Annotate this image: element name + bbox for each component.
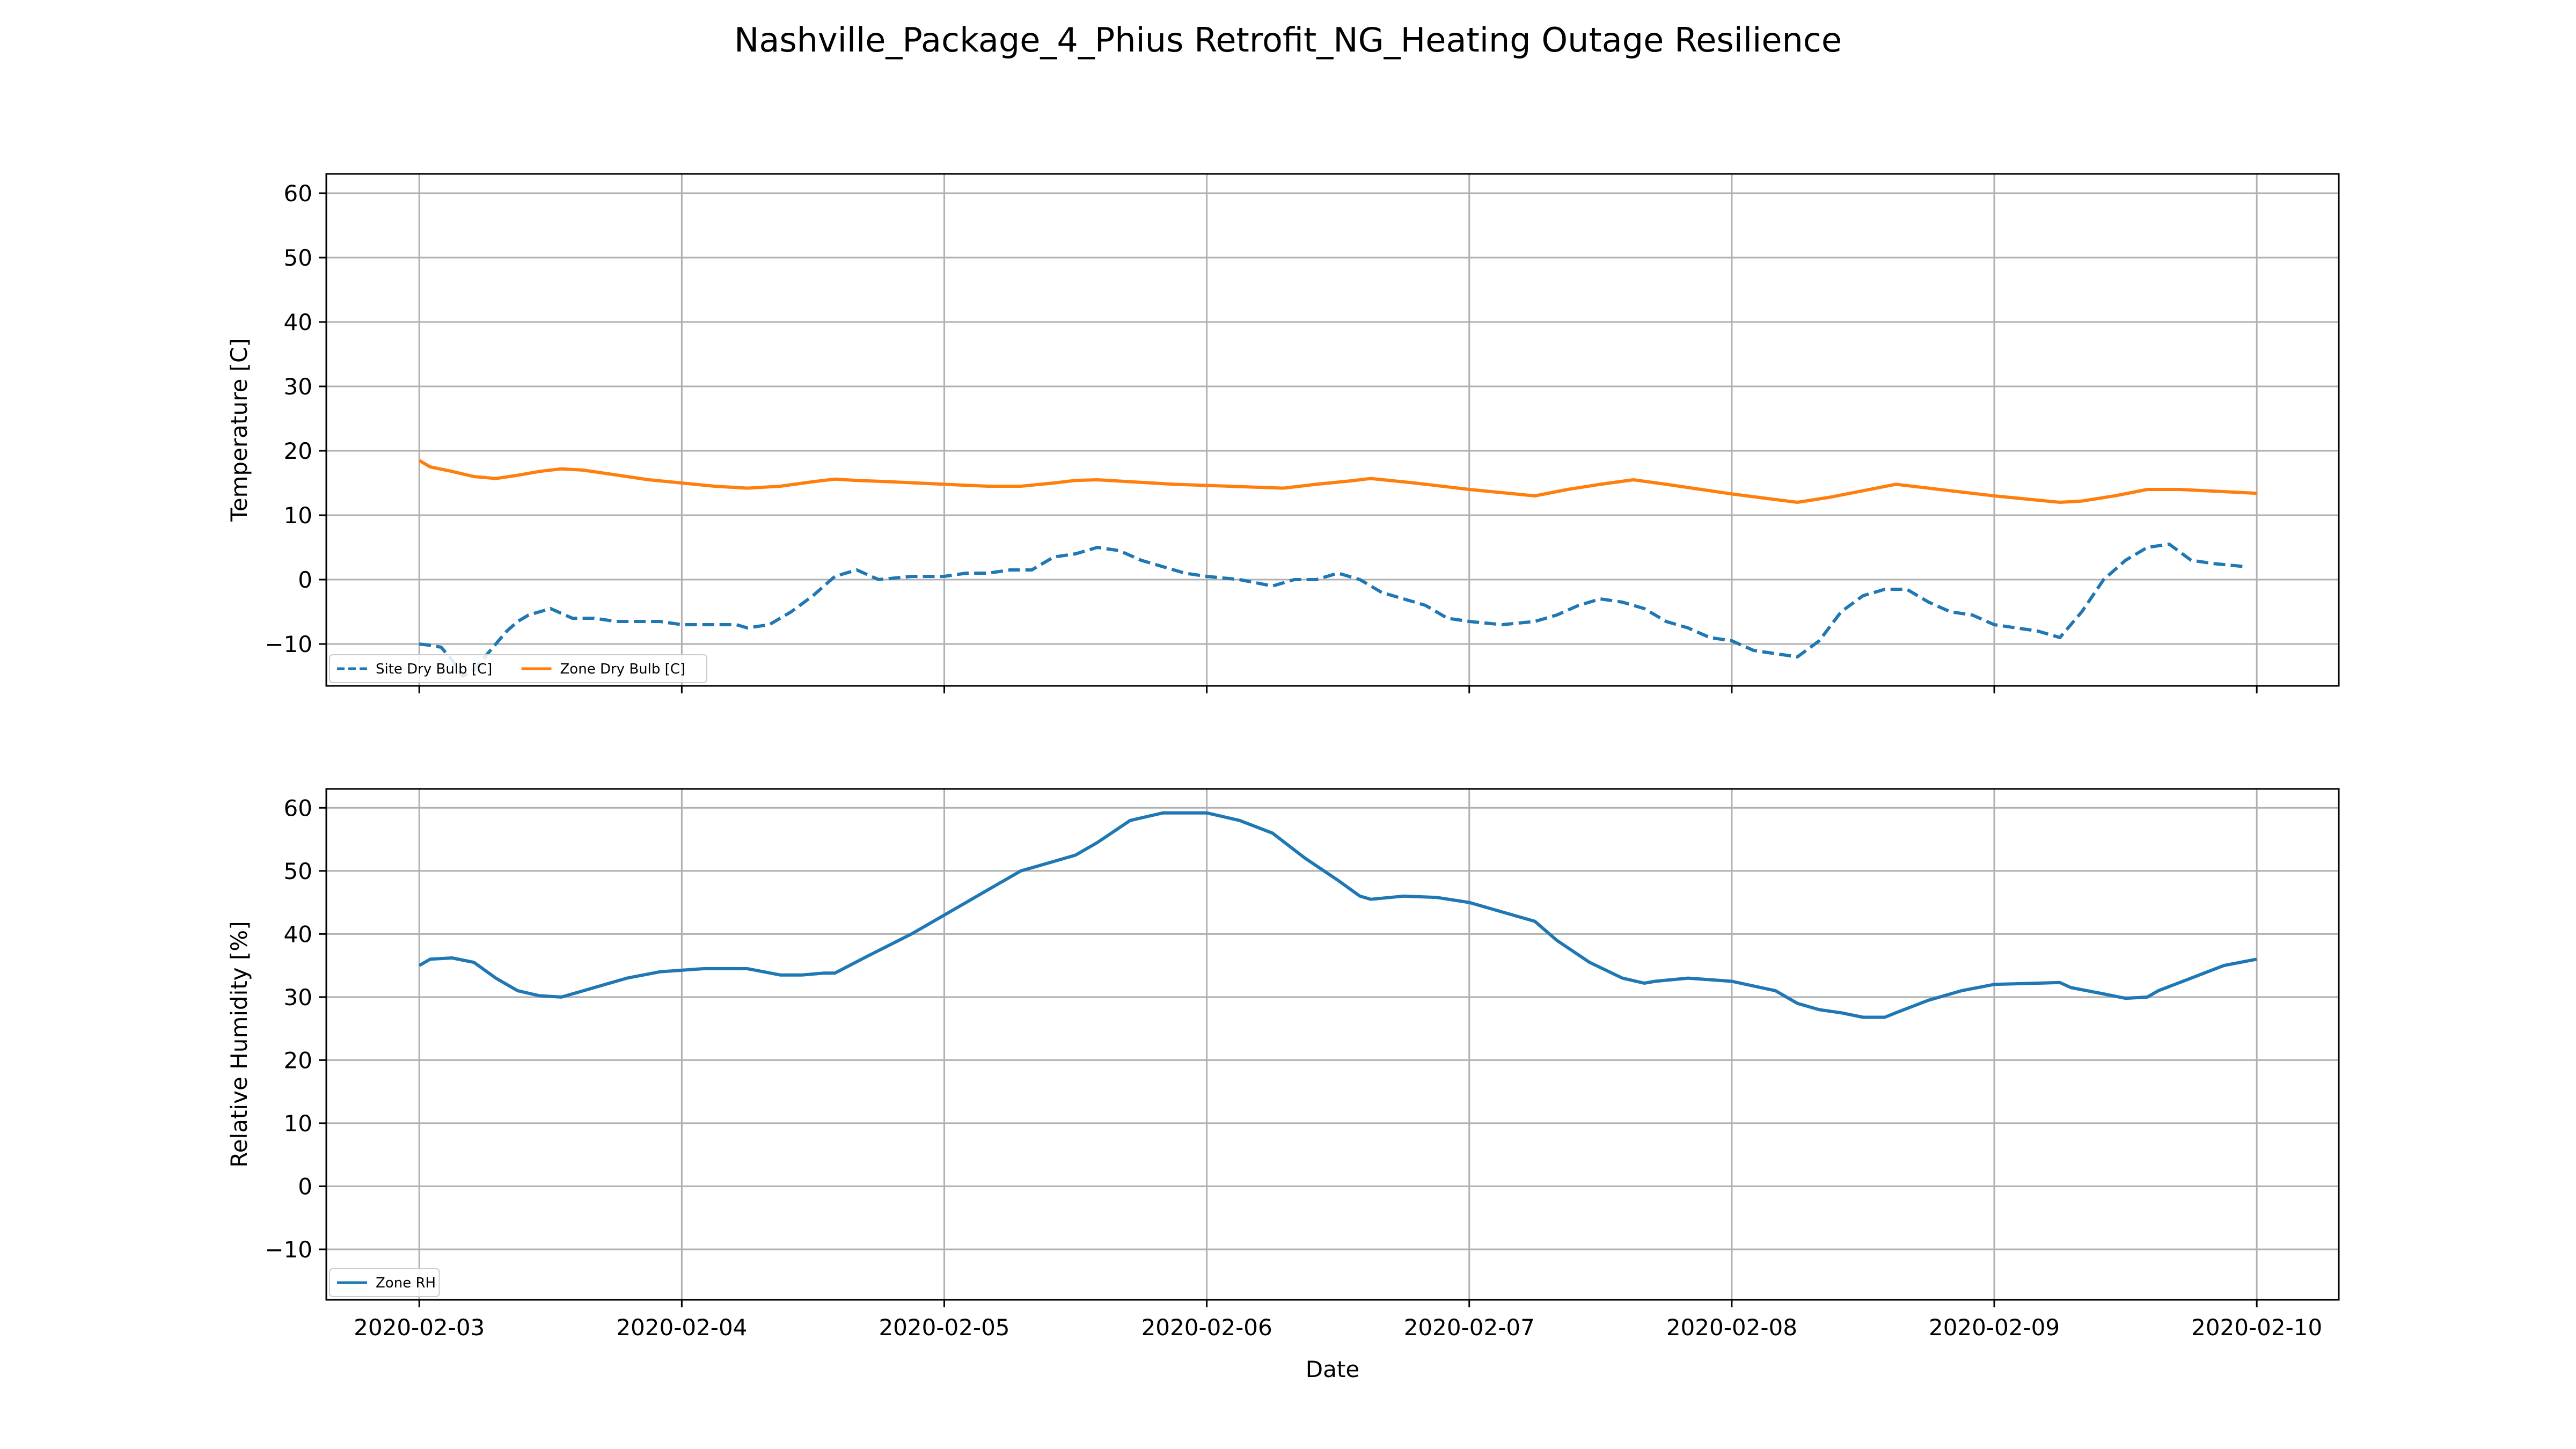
y-tick-label: 0 (298, 1173, 312, 1199)
x-tick-label: 2020-02-06 (1141, 1314, 1272, 1341)
legend-box (329, 1268, 440, 1297)
y-tick-label: 10 (284, 1110, 312, 1137)
y-tick-label: 40 (284, 309, 312, 335)
figure-title: Nashville_Package_4_Phius Retrofit_NG_He… (734, 20, 1842, 60)
humidity-legend: Zone RH (329, 1268, 440, 1297)
legend-label: Zone Dry Bulb [C] (560, 661, 686, 677)
temperature-y-axis-label: Temperature [C] (226, 338, 252, 522)
y-tick-label: 50 (284, 245, 312, 271)
y-tick-label: 20 (284, 438, 312, 464)
x-tick-label: 2020-02-05 (879, 1314, 1009, 1341)
x-tick-label: 2020-02-08 (1666, 1314, 1797, 1341)
temperature-legend: Site Dry Bulb [C] Zone Dry Bulb [C] (329, 654, 707, 683)
y-tick-label: 10 (284, 502, 312, 529)
x-tick-label: 2020-02-04 (616, 1314, 747, 1341)
y-tick-label: 30 (284, 984, 312, 1011)
y-tick-label: 30 (284, 374, 312, 400)
humidity-y-axis-label: Relative Humidity [%] (226, 921, 252, 1167)
humidity-series-line-0 (418, 811, 2257, 1019)
y-tick-label: 0 (298, 567, 312, 593)
x-tick-label: 2020-02-09 (1929, 1314, 2060, 1341)
temperature-series-line-1 (418, 459, 2257, 504)
y-tick-label: −10 (265, 1236, 312, 1263)
temperature-subplot: −10 0 10 20 30 40 50 60 Temperature [C] Site Dry … (226, 173, 2340, 693)
legend-label: Zone RH (376, 1275, 436, 1291)
y-tick-label: 50 (284, 858, 312, 884)
y-tick-label: −10 (265, 631, 312, 657)
legend-label: Site Dry Bulb [C] (376, 661, 492, 677)
y-tick-label: 20 (284, 1047, 312, 1073)
y-tick-label: 40 (284, 921, 312, 947)
temperature-series-line-0 (419, 543, 2246, 678)
x-axis-label: Date (1306, 1356, 1359, 1382)
x-tick-label: 2020-02-07 (1404, 1314, 1535, 1341)
y-tick-label: 60 (284, 795, 312, 821)
x-tick-label: 2020-02-03 (354, 1314, 485, 1341)
y-tick-label: 60 (284, 180, 312, 207)
legend-box (329, 654, 707, 683)
axes-frame (325, 173, 2340, 687)
humidity-subplot: −10 0 10 20 30 40 50 60 2020-02-03 2020-02-04 2020… (226, 788, 2340, 1382)
axes-frame (325, 788, 2340, 1301)
x-tick-label: 2020-02-10 (2191, 1314, 2322, 1341)
